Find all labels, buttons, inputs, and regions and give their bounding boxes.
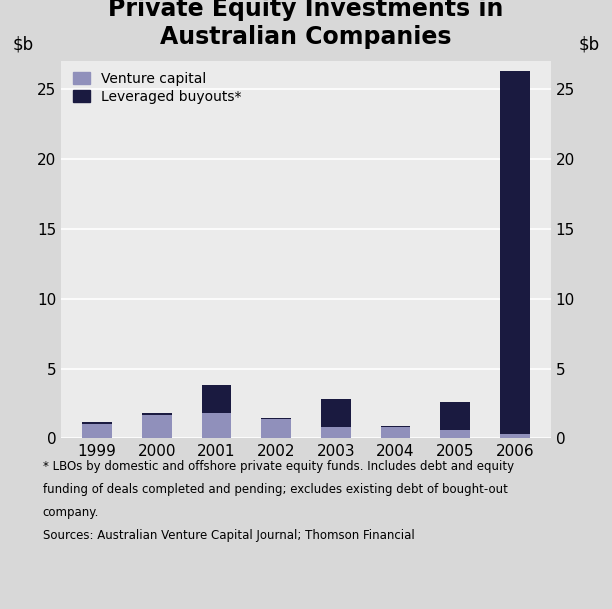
Bar [261, 418, 291, 419]
Text: $b: $b [578, 35, 600, 54]
Bar [321, 400, 351, 428]
Bar [500, 71, 530, 434]
Text: Sources: Australian Venture Capital Journal; Thomson Financial: Sources: Australian Venture Capital Jour… [43, 529, 414, 542]
Bar [142, 414, 171, 415]
Text: company.: company. [43, 506, 99, 519]
Text: funding of deals completed and pending; excludes existing debt of bought-out: funding of deals completed and pending; … [43, 483, 508, 496]
Text: * LBOs by domestic and offshore private equity funds. Includes debt and equity: * LBOs by domestic and offshore private … [43, 460, 514, 473]
Bar [142, 415, 171, 438]
Bar [201, 385, 231, 414]
Title: Private Equity Investments in
Australian Companies: Private Equity Investments in Australian… [108, 0, 504, 49]
Bar [381, 428, 411, 438]
Text: $b: $b [12, 35, 34, 54]
Bar [441, 402, 470, 430]
Bar [82, 424, 112, 438]
Bar [201, 414, 231, 438]
Legend: Venture capital, Leveraged buyouts*: Venture capital, Leveraged buyouts* [73, 72, 241, 104]
Bar [261, 419, 291, 438]
Bar [321, 428, 351, 438]
Bar [441, 430, 470, 438]
Bar [500, 434, 530, 438]
Bar [381, 426, 411, 428]
Bar [82, 421, 112, 424]
